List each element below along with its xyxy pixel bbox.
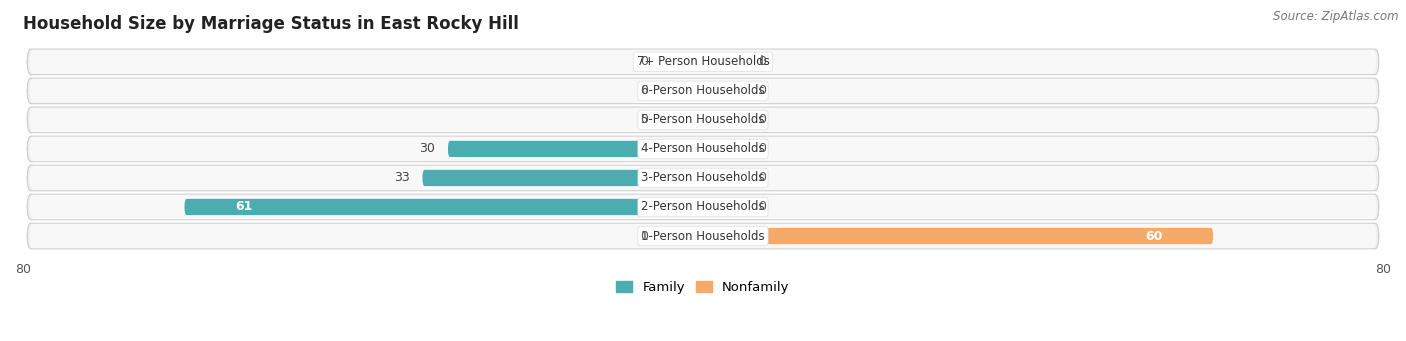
Text: 1-Person Households: 1-Person Households [641,229,765,242]
FancyBboxPatch shape [449,141,703,157]
FancyBboxPatch shape [703,170,745,186]
Text: 0: 0 [640,229,648,242]
FancyBboxPatch shape [703,141,745,157]
Text: 61: 61 [235,201,253,213]
Text: 7+ Person Households: 7+ Person Households [637,55,769,69]
FancyBboxPatch shape [30,224,1376,248]
FancyBboxPatch shape [703,54,745,70]
Text: 4-Person Households: 4-Person Households [641,143,765,155]
FancyBboxPatch shape [30,137,1376,161]
FancyBboxPatch shape [703,228,1213,244]
Text: 0: 0 [758,201,766,213]
Legend: Family, Nonfamily: Family, Nonfamily [612,276,794,299]
FancyBboxPatch shape [661,228,703,244]
FancyBboxPatch shape [27,223,1379,249]
FancyBboxPatch shape [30,108,1376,132]
FancyBboxPatch shape [184,199,703,215]
Text: 0: 0 [640,85,648,98]
FancyBboxPatch shape [30,195,1376,219]
FancyBboxPatch shape [661,112,703,128]
FancyBboxPatch shape [27,78,1379,104]
FancyBboxPatch shape [703,83,745,99]
FancyBboxPatch shape [27,49,1379,75]
Text: 0: 0 [758,85,766,98]
Text: 0: 0 [758,114,766,127]
Text: 33: 33 [394,172,409,184]
FancyBboxPatch shape [703,112,745,128]
FancyBboxPatch shape [30,166,1376,190]
FancyBboxPatch shape [27,165,1379,191]
Text: 0: 0 [758,172,766,184]
FancyBboxPatch shape [27,194,1379,220]
FancyBboxPatch shape [30,79,1376,103]
FancyBboxPatch shape [422,170,703,186]
Text: 30: 30 [419,143,436,155]
Text: 6-Person Households: 6-Person Households [641,85,765,98]
Text: 60: 60 [1144,229,1163,242]
FancyBboxPatch shape [30,50,1376,74]
FancyBboxPatch shape [27,136,1379,162]
Text: 5-Person Households: 5-Person Households [641,114,765,127]
Text: 0: 0 [758,143,766,155]
Text: Household Size by Marriage Status in East Rocky Hill: Household Size by Marriage Status in Eas… [22,15,519,33]
Text: 0: 0 [758,55,766,69]
FancyBboxPatch shape [703,199,745,215]
Text: 3-Person Households: 3-Person Households [641,172,765,184]
Text: 2-Person Households: 2-Person Households [641,201,765,213]
Text: 0: 0 [640,114,648,127]
Text: Source: ZipAtlas.com: Source: ZipAtlas.com [1274,10,1399,23]
Text: 0: 0 [640,55,648,69]
FancyBboxPatch shape [27,107,1379,133]
FancyBboxPatch shape [661,83,703,99]
FancyBboxPatch shape [661,54,703,70]
